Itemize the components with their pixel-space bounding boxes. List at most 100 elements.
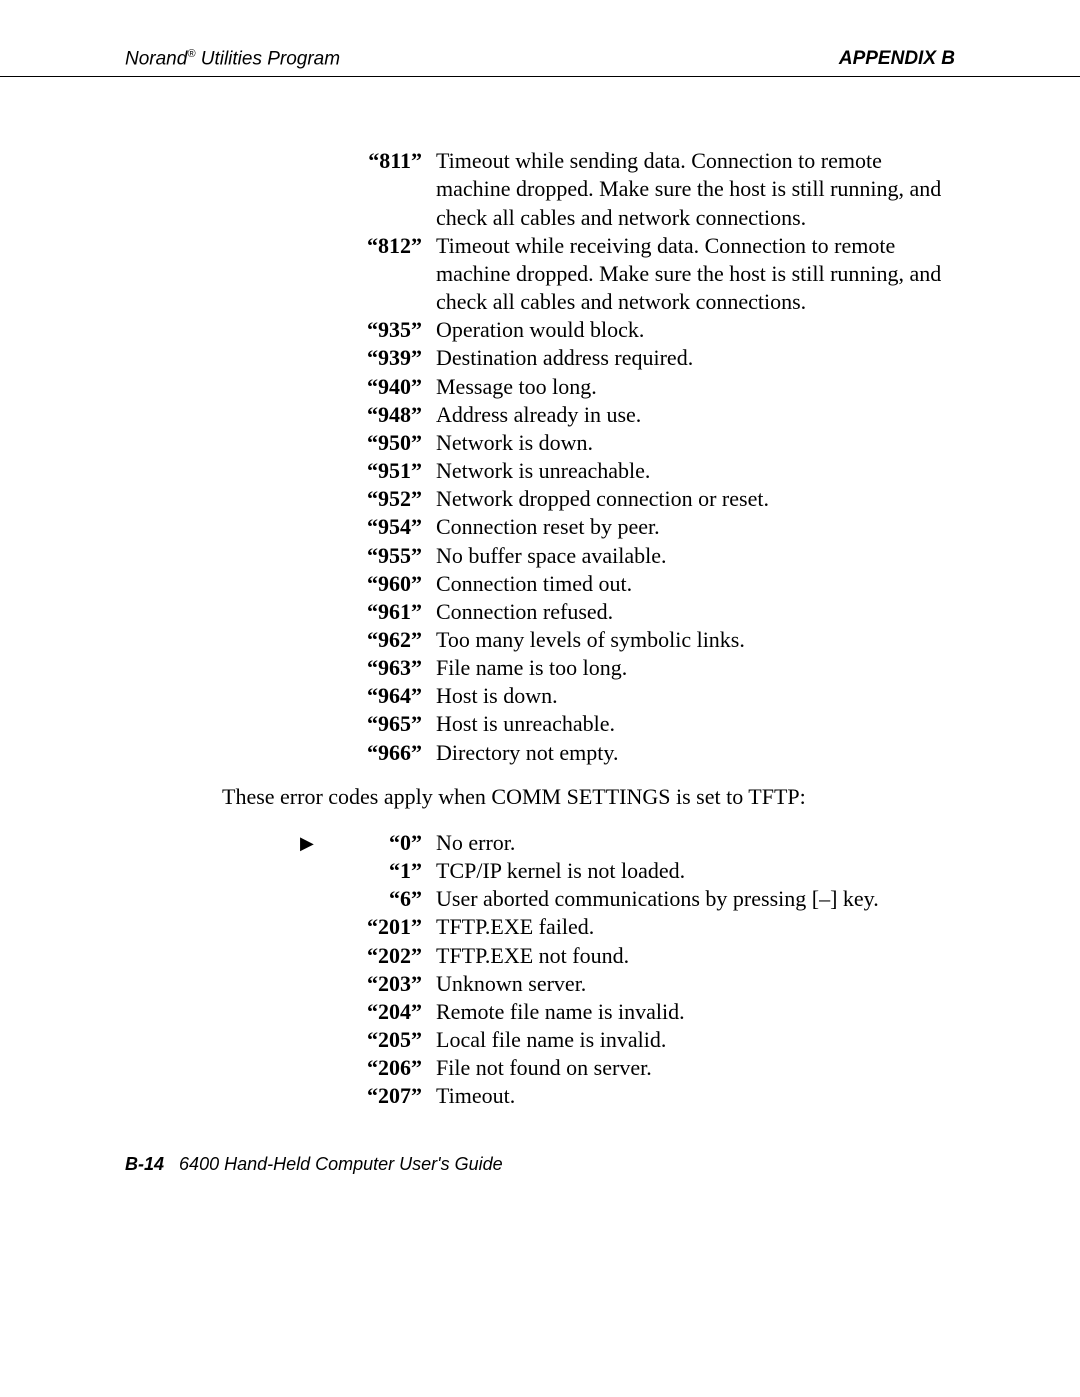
code-row: “206”File not found on server.	[300, 1054, 955, 1082]
code-row: “962”Too many levels of symbolic links.	[300, 626, 955, 654]
error-description: No error.	[436, 829, 955, 857]
code-row: “812”Timeout while receiving data. Conne…	[300, 232, 955, 316]
code-row: “948”Address already in use.	[300, 401, 955, 429]
code-row: “1”TCP/IP kernel is not loaded.	[300, 857, 955, 885]
arrow-icon	[300, 147, 344, 150]
arrow-icon	[300, 857, 344, 860]
content: “811”Timeout while sending data. Connect…	[0, 147, 1080, 1110]
error-description: Address already in use.	[436, 401, 955, 429]
code-row: “811”Timeout while sending data. Connect…	[300, 147, 955, 231]
arrow-icon	[300, 970, 344, 973]
error-description: Timeout while sending data. Connection t…	[436, 147, 955, 231]
arrow-icon	[300, 570, 344, 573]
error-description: Destination address required.	[436, 344, 955, 372]
tftp-intro: These error codes apply when COMM SETTIN…	[222, 783, 955, 811]
code-row: “950”Network is down.	[300, 429, 955, 457]
error-description: File name is too long.	[436, 654, 955, 682]
code-row: ▶“0”No error.	[300, 829, 955, 857]
error-description: Connection reset by peer.	[436, 513, 955, 541]
code-row: “954”Connection reset by peer.	[300, 513, 955, 541]
arrow-icon	[300, 1054, 344, 1057]
error-description: User aborted communications by pressing …	[436, 885, 955, 913]
arrow-icon	[300, 316, 344, 319]
code-row: “964”Host is down.	[300, 682, 955, 710]
error-code: “966”	[344, 739, 436, 767]
code-row: “940”Message too long.	[300, 373, 955, 401]
arrow-icon	[300, 710, 344, 713]
error-description: Timeout while receiving data. Connection…	[436, 232, 955, 316]
arrow-icon: ▶	[300, 829, 344, 855]
header-right: APPENDIX B	[839, 48, 955, 70]
code-row: “204”Remote file name is invalid.	[300, 998, 955, 1026]
code-row: “203”Unknown server.	[300, 970, 955, 998]
page-footer: B-14 6400 Hand-Held Computer User's Guid…	[0, 1126, 1080, 1175]
arrow-icon	[300, 232, 344, 235]
error-description: TCP/IP kernel is not loaded.	[436, 857, 955, 885]
code-row: “205”Local file name is invalid.	[300, 1026, 955, 1054]
code-row: “201”TFTP.EXE failed.	[300, 913, 955, 941]
arrow-icon	[300, 344, 344, 347]
error-description: Host is down.	[436, 682, 955, 710]
error-description: Network is unreachable.	[436, 457, 955, 485]
footer-title-text: 6400 Hand-Held Computer User's Guide	[179, 1154, 503, 1174]
arrow-icon	[300, 542, 344, 545]
arrow-icon	[300, 429, 344, 432]
error-code: “963”	[344, 654, 436, 682]
error-code: “203”	[344, 970, 436, 998]
error-description: Connection refused.	[436, 598, 955, 626]
arrow-icon	[300, 682, 344, 685]
page: Norand® Utilities Program APPENDIX B “81…	[0, 0, 1080, 1397]
error-description: Network is down.	[436, 429, 955, 457]
code-row: “952”Network dropped connection or reset…	[300, 485, 955, 513]
arrow-icon	[300, 626, 344, 629]
error-description: No buffer space available.	[436, 542, 955, 570]
error-code: “811”	[344, 147, 436, 175]
error-code: “962”	[344, 626, 436, 654]
error-code-list-1: “811”Timeout while sending data. Connect…	[300, 147, 955, 766]
error-code: “935”	[344, 316, 436, 344]
error-code: “952”	[344, 485, 436, 513]
code-row: “939”Destination address required.	[300, 344, 955, 372]
error-code: “204”	[344, 998, 436, 1026]
header-left: Norand® Utilities Program	[125, 48, 340, 70]
error-description: Too many levels of symbolic links.	[436, 626, 955, 654]
footer-page: B-14	[125, 1154, 164, 1174]
error-code-list-2: ▶“0”No error.“1”TCP/IP kernel is not loa…	[300, 829, 955, 1111]
arrow-icon	[300, 1082, 344, 1085]
error-code: “0”	[344, 829, 436, 857]
arrow-icon	[300, 1026, 344, 1029]
arrow-icon	[300, 401, 344, 404]
arrow-icon	[300, 373, 344, 376]
error-description: File not found on server.	[436, 1054, 955, 1082]
code-row: “955”No buffer space available.	[300, 542, 955, 570]
error-description: TFTP.EXE not found.	[436, 942, 955, 970]
code-row: “207”Timeout.	[300, 1082, 955, 1110]
error-description: Timeout.	[436, 1082, 955, 1110]
code-row: “202”TFTP.EXE not found.	[300, 942, 955, 970]
error-description: Network dropped connection or reset.	[436, 485, 955, 513]
error-code: “950”	[344, 429, 436, 457]
error-code: “1”	[344, 857, 436, 885]
arrow-icon	[300, 739, 344, 742]
error-code: “202”	[344, 942, 436, 970]
error-description: Host is unreachable.	[436, 710, 955, 738]
code-row: “6”User aborted communications by pressi…	[300, 885, 955, 913]
error-code: “205”	[344, 1026, 436, 1054]
error-code: “206”	[344, 1054, 436, 1082]
error-code: “939”	[344, 344, 436, 372]
arrow-icon	[300, 913, 344, 916]
error-description: Local file name is invalid.	[436, 1026, 955, 1054]
arrow-icon	[300, 457, 344, 460]
error-code: “201”	[344, 913, 436, 941]
arrow-icon	[300, 654, 344, 657]
arrow-icon	[300, 513, 344, 516]
code-row: “965”Host is unreachable.	[300, 710, 955, 738]
code-row: “963”File name is too long.	[300, 654, 955, 682]
error-description: Directory not empty.	[436, 739, 955, 767]
error-code: “951”	[344, 457, 436, 485]
error-code: “948”	[344, 401, 436, 429]
error-code: “960”	[344, 570, 436, 598]
error-code: “965”	[344, 710, 436, 738]
error-description: TFTP.EXE failed.	[436, 913, 955, 941]
code-row: “961”Connection refused.	[300, 598, 955, 626]
